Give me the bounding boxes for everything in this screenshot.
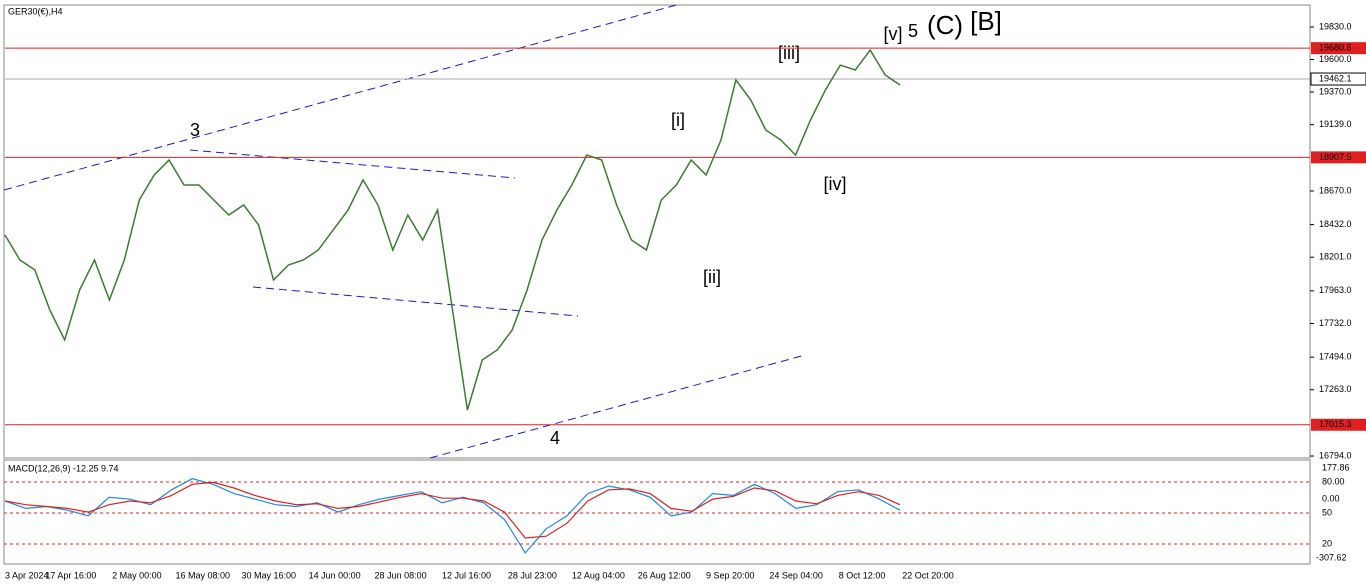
y-tick-label: 18670.0	[1319, 185, 1352, 195]
x-tick-label: 28 Jun 08:00	[375, 570, 427, 580]
wave-label: [v]	[883, 24, 902, 44]
macd-axis-label: 20	[1322, 538, 1332, 548]
wave-label: (C)	[927, 10, 963, 40]
macd-axis-label: 80.00	[1322, 476, 1345, 486]
trend-line	[189, 149, 516, 179]
wave-label: [i]	[671, 110, 685, 130]
x-tick-label: 30 May 16:00	[241, 570, 296, 580]
y-tick-label: 19600.0	[1319, 54, 1352, 64]
wave-label: 3	[190, 120, 200, 140]
x-tick-label: 9 Sep 20:00	[706, 570, 755, 580]
level-label: 18907.5	[1319, 152, 1352, 162]
y-tick-label: 17263.0	[1319, 384, 1352, 394]
y-tick-label: 19370.0	[1319, 86, 1352, 96]
x-tick-label: 12 Aug 04:00	[572, 570, 625, 580]
x-tick-label: 22 Oct 20:00	[902, 570, 954, 580]
wave-label: 4	[550, 428, 560, 448]
x-tick-label: 14 Jun 00:00	[309, 570, 361, 580]
trend-line	[252, 286, 579, 317]
x-tick-label: 2 May 00:00	[112, 570, 162, 580]
macd-line	[4, 481, 901, 539]
wave-label: [iv]	[823, 174, 846, 194]
price-panel	[3, 4, 1311, 459]
price-line	[4, 48, 901, 411]
last-price-label: 19462.1	[1319, 73, 1352, 83]
macd-axis-label: 0.00	[1322, 493, 1340, 503]
y-tick-label: 17732.0	[1319, 318, 1352, 328]
macd-axis-label: 177.86	[1322, 462, 1350, 472]
x-tick-label: 12 Jul 16:00	[442, 570, 491, 580]
macd-axis-label: 50	[1322, 507, 1332, 517]
level-label: 19680.6	[1319, 43, 1352, 53]
wave-label: [ii]	[703, 267, 721, 287]
x-tick-label: 3 Apr 2024	[5, 570, 49, 580]
level-tag	[1311, 42, 1366, 55]
x-tick-label: 17 Apr 16:00	[45, 570, 96, 580]
wave-label: [iii]	[778, 43, 800, 63]
y-tick-label: 16794.0	[1319, 450, 1352, 460]
y-tick-label: 17963.0	[1319, 285, 1352, 295]
y-tick-label: 17494.0	[1319, 351, 1352, 361]
x-tick-label: 26 Aug 12:00	[638, 570, 691, 580]
x-tick-label: 8 Oct 12:00	[839, 570, 886, 580]
level-tag	[1311, 151, 1366, 164]
y-tick-label: 18432.0	[1319, 219, 1352, 229]
y-tick-label: 18201.0	[1319, 252, 1352, 262]
last-price-tag	[1310, 72, 1366, 86]
wave-label: [B]	[970, 6, 1002, 36]
level-tag	[1311, 418, 1366, 431]
y-tick-label: 19139.0	[1319, 119, 1352, 129]
wave-label: 5	[908, 21, 918, 41]
macd-line	[4, 478, 901, 554]
y-tick-label: 19830.0	[1319, 21, 1352, 31]
macd-title: MACD(12,26,9) -12.25 9.74	[8, 463, 119, 473]
symbol: GER30(€),H4	[8, 6, 63, 16]
x-tick-label: 16 May 08:00	[176, 570, 231, 580]
level-label: 17015.3	[1319, 419, 1352, 429]
macd-axis-label: -307.62	[1316, 552, 1347, 562]
x-tick-label: 24 Sep 04:00	[769, 570, 823, 580]
x-tick-label: 28 Jul 23:00	[508, 570, 557, 580]
macd-panel	[3, 459, 1311, 565]
